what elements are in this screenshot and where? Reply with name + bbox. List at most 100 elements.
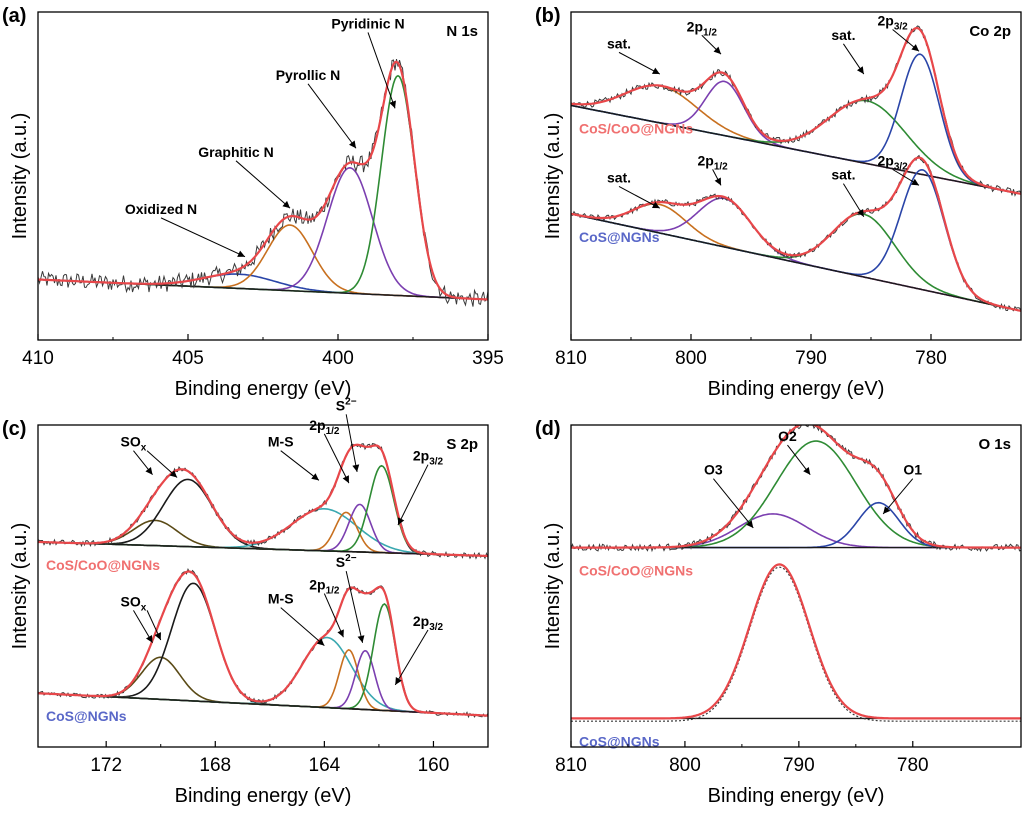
baseline-line <box>38 692 488 717</box>
x-tick-label: 800 <box>675 348 707 369</box>
x-tick-label: 790 <box>783 755 815 776</box>
peak-annotation: O2 <box>778 428 797 444</box>
panel-title: Co 2p <box>969 23 1011 40</box>
peak-annotation: M-S <box>268 434 294 450</box>
sample-label: CoS@NGNs <box>46 708 127 724</box>
arrow-head <box>282 200 290 209</box>
annotation-arrow <box>235 160 291 209</box>
arrow-head <box>357 635 365 643</box>
x-axis-label: Binding energy (eV) <box>175 378 352 400</box>
component-peak-pyridinicn <box>38 74 488 301</box>
arrow-head <box>169 470 178 478</box>
y-axis-label: Intensity (a.u.) <box>9 523 31 650</box>
x-tick-label: 810 <box>555 755 587 776</box>
axes-frame <box>37 11 489 341</box>
peak-annotation: Pyrollic N <box>276 67 341 83</box>
annotation-arrow <box>160 217 246 258</box>
fitted-envelope-line <box>571 563 1021 720</box>
x-tick-label: 800 <box>669 755 701 776</box>
x-tick-label: 810 <box>555 348 587 369</box>
sample-label: CoS/CoO@NGNs <box>46 557 160 573</box>
baseline-line <box>571 213 1021 312</box>
peak-annotation: sat. <box>607 35 631 51</box>
annotation-arrow <box>367 32 396 109</box>
arrow-head <box>856 66 864 75</box>
panel-title: S 2p <box>446 436 478 453</box>
arrow-head <box>342 475 349 484</box>
arrow-head <box>145 467 153 475</box>
peak-annotation: SOx <box>121 434 147 454</box>
experimental-data-line <box>571 566 1021 722</box>
arrow-head <box>395 677 402 685</box>
arrow-head <box>911 44 919 52</box>
axes-frame <box>570 11 1022 341</box>
component-peak-sox <box>38 656 488 717</box>
arrow-head <box>154 632 161 640</box>
arrow-head <box>311 473 319 481</box>
sample-label: CoS@NGNs <box>579 733 660 749</box>
annotation-arrow <box>618 186 661 209</box>
component-peak-o1 <box>571 501 1021 549</box>
component-peak-graphiticn <box>38 224 488 301</box>
component-peak-sox <box>38 519 488 557</box>
panel-letter: (b) <box>535 5 561 27</box>
peak-annotation: O3 <box>704 462 723 478</box>
x-tick-label: 168 <box>199 755 231 776</box>
fitted-envelope-line <box>38 570 488 717</box>
plot-area <box>571 25 1021 312</box>
baseline-line <box>571 104 1021 195</box>
panel-d: CoS/CoO@NGNs CoS@NGNs O3 O2 O1 810 800 790 780 Bi… <box>535 418 1022 807</box>
annotation-arrow <box>345 571 364 643</box>
peak-annotation: 2p3/2 <box>413 613 444 633</box>
fitted-envelope-line <box>571 425 1021 549</box>
component-peak-2p12 <box>38 649 488 717</box>
annotation-arrow <box>882 478 914 515</box>
annotation-arrow <box>280 607 325 646</box>
arrow-head <box>237 250 245 257</box>
component-peak-o3 <box>571 513 1021 549</box>
annotation-arrow <box>618 51 661 75</box>
plot-area <box>38 443 488 719</box>
arrow-head <box>713 46 721 55</box>
arrow-head <box>316 638 325 646</box>
arrow-head <box>397 517 405 526</box>
panel-a: Oxidized N Graphitic N Pyrollic N Pyridinic… <box>2 5 504 400</box>
panel-letter: (a) <box>2 5 26 27</box>
annotation-arrow <box>307 83 357 149</box>
plot-area <box>571 425 1021 722</box>
y-axis-label: Intensity (a.u.) <box>542 113 564 240</box>
y-axis-label: Intensity (a.u.) <box>9 113 31 240</box>
sample-label: CoS/CoO@NGNs <box>579 563 693 579</box>
peak-annotation: Graphitic N <box>198 144 273 160</box>
arrow-head <box>857 208 864 217</box>
annotation-arrow <box>323 433 350 484</box>
panel-letter: (d) <box>535 418 561 440</box>
fitted-envelope-line <box>571 156 1021 312</box>
panel-letter: (c) <box>2 418 26 440</box>
experimental-data-line <box>571 25 1021 197</box>
annotation-arrow <box>280 450 320 481</box>
arrow-head <box>337 629 344 638</box>
peak-annotation: O1 <box>903 462 922 478</box>
sample-label: CoS/CoO@NGNs <box>579 120 693 136</box>
y-axis-label: Intensity (a.u.) <box>542 523 564 650</box>
fitted-envelope-line <box>38 443 488 558</box>
panel-title: O 1s <box>978 436 1011 453</box>
x-tick-label: 410 <box>22 348 54 369</box>
baseline-line <box>38 541 488 557</box>
arrow-head <box>349 140 356 149</box>
x-tick-label: 780 <box>915 348 947 369</box>
x-axis-label: Binding energy (eV) <box>708 785 885 807</box>
sample-label: CoS@NGNs <box>579 229 660 245</box>
component-peak-o2 <box>571 440 1021 549</box>
peak-annotation: 2p3/2 <box>413 448 444 468</box>
plot-area <box>38 59 488 307</box>
x-tick-label: 160 <box>418 755 450 776</box>
x-tick-label: 780 <box>897 755 929 776</box>
component-peak-sat <box>571 84 1021 195</box>
x-axis-label: Binding energy (eV) <box>708 378 885 400</box>
peak-annotation: Oxidized N <box>125 201 197 217</box>
x-axis-label: Binding energy (eV) <box>175 785 352 807</box>
annotation-arrow <box>713 478 754 529</box>
peak-annotation: sat. <box>607 169 631 185</box>
